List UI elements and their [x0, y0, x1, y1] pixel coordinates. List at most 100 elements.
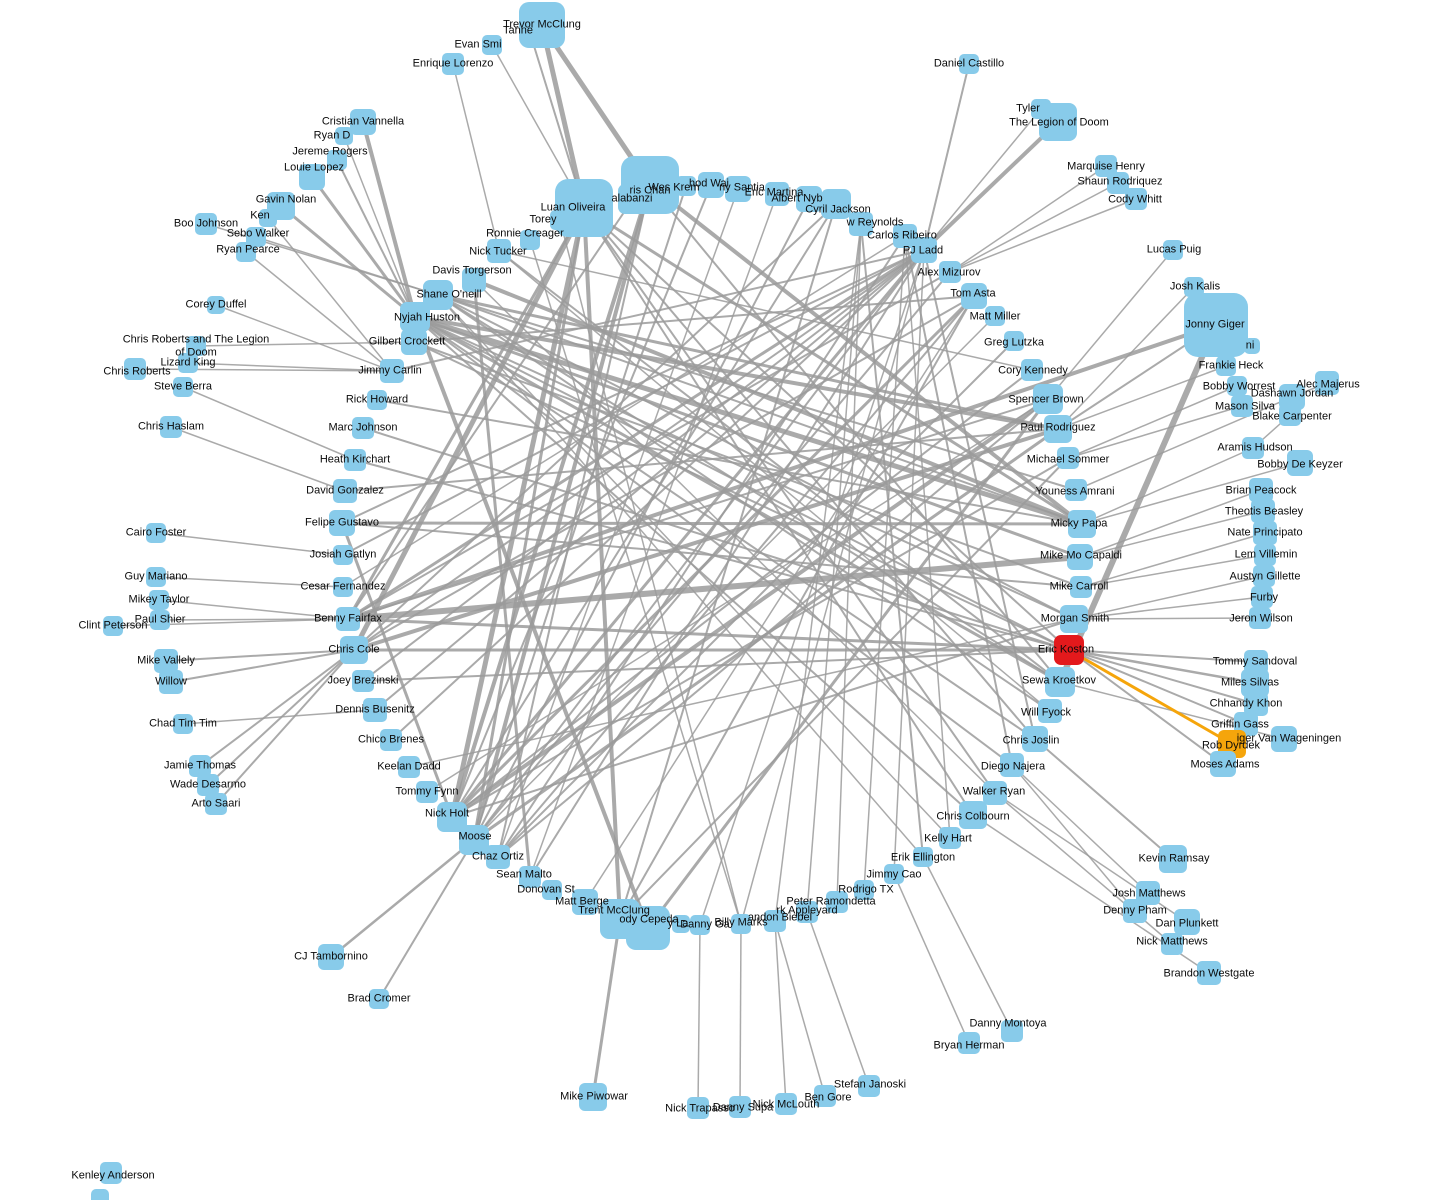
graph-node-alabanzi[interactable]	[618, 184, 648, 214]
graph-node-nick-tucker[interactable]	[487, 239, 511, 263]
graph-node-brad-cromer[interactable]	[369, 989, 389, 1009]
graph-node-arto-saari[interactable]	[205, 793, 227, 815]
graph-node-jimmy-carlin[interactable]	[380, 359, 404, 383]
graph-node-marquise-henry[interactable]	[1095, 155, 1117, 177]
graph-node-shaun-rodriquez[interactable]	[1107, 172, 1129, 194]
graph-node-frankie-heck[interactable]	[1216, 356, 1236, 376]
graph-node-danny-montoya[interactable]	[1001, 1020, 1023, 1042]
graph-node-mike-carroll[interactable]	[1070, 576, 1092, 598]
graph-node-lem-villemin[interactable]	[1254, 544, 1276, 566]
graph-node-rk-appleyard[interactable]	[796, 901, 818, 923]
graph-node-cory-kennedy[interactable]	[1021, 359, 1043, 381]
graph-node-cj-tambornino[interactable]	[318, 944, 344, 970]
graph-node-the-legion-of-doom[interactable]	[1039, 103, 1077, 141]
graph-node-nick-matthews[interactable]	[1161, 933, 1183, 955]
graph-node-benny-fairfax[interactable]	[336, 607, 360, 631]
graph-node-guy-mariano[interactable]	[146, 567, 166, 587]
graph-node-node[interactable]	[91, 1189, 109, 1200]
graph-node-carlos-ribeiro[interactable]	[893, 224, 917, 248]
graph-node-y-la[interactable]	[672, 915, 690, 933]
graph-node-chris-haslam[interactable]	[160, 416, 182, 438]
graph-node-bryan-herman[interactable]	[958, 1032, 980, 1054]
graph-node-heath-kirchart[interactable]	[344, 449, 366, 471]
graph-node-matt-miller[interactable]	[985, 306, 1005, 326]
graph-node-josh-kalis[interactable]	[1184, 277, 1204, 297]
graph-node-w-reynolds[interactable]	[849, 212, 873, 236]
graph-node-nate-principato[interactable]	[1253, 521, 1277, 545]
graph-node-ody-cepeda[interactable]	[626, 906, 670, 950]
graph-node-peter-ramondetta[interactable]	[826, 891, 848, 913]
graph-node-eric-koston[interactable]	[1054, 635, 1084, 665]
graph-node-boo-johnson[interactable]	[195, 213, 217, 235]
graph-node-nyjah-huston[interactable]	[400, 302, 430, 332]
graph-node-youness-amrani[interactable]	[1065, 479, 1087, 501]
graph-node-iger-van-wageningen[interactable]	[1271, 726, 1297, 752]
graph-node-aramis-hudson[interactable]	[1242, 437, 1264, 459]
graph-node-evan-smi[interactable]	[482, 35, 502, 55]
graph-node-david-gonzalez[interactable]	[333, 479, 357, 503]
graph-node-moose[interactable]	[459, 825, 489, 855]
graph-node-felipe-gustavo[interactable]	[329, 510, 355, 536]
graph-node-clint-peterson[interactable]	[103, 616, 123, 636]
graph-node-lizard-king[interactable]	[178, 353, 198, 373]
graph-node-theotis-beasley[interactable]	[1251, 499, 1275, 523]
graph-node-alex-mizurov[interactable]	[939, 261, 961, 283]
graph-node-walker-ryan[interactable]	[983, 781, 1007, 805]
graph-node-jeron-wilson[interactable]	[1249, 607, 1271, 629]
graph-node-paul-shier[interactable]	[150, 610, 170, 630]
graph-node-torey[interactable]	[550, 210, 570, 230]
graph-node-austyn-gillette[interactable]	[1253, 565, 1275, 587]
graph-node-chris-colbourn[interactable]	[959, 801, 987, 829]
graph-node-alec-majerus[interactable]	[1315, 371, 1339, 395]
graph-node-ryan-d[interactable]	[335, 127, 353, 145]
graph-node-louie-lopez[interactable]	[299, 164, 325, 190]
graph-node-ken[interactable]	[259, 209, 277, 227]
graph-node-hod-wai[interactable]	[698, 172, 724, 198]
graph-node-danny-ga[interactable]	[690, 915, 710, 935]
graph-node-moses-adams[interactable]	[1210, 751, 1236, 777]
graph-node-bobby-de-keyzer[interactable]	[1287, 450, 1313, 476]
graph-node-chico-brenes[interactable]	[380, 729, 402, 751]
graph-node-dan-plunkett[interactable]	[1174, 909, 1200, 935]
graph-node-dennis-busenitz[interactable]	[363, 698, 387, 722]
graph-node-stefan-janoski[interactable]	[858, 1075, 880, 1097]
graph-node-micky-papa[interactable]	[1068, 510, 1096, 538]
graph-node-brian-peacock[interactable]	[1249, 478, 1273, 502]
graph-node-gilbert-crockett[interactable]	[401, 329, 427, 355]
graph-node-tanne[interactable]	[520, 23, 540, 43]
graph-node-kevin-ramsay[interactable]	[1159, 845, 1187, 873]
graph-node-sewa-kroetkov[interactable]	[1045, 667, 1075, 697]
graph-node-corey-duffel[interactable]	[207, 296, 225, 314]
graph-node-furby[interactable]	[1251, 586, 1273, 608]
graph-node-steve-berra[interactable]	[173, 377, 193, 397]
graph-node-cody-whitt[interactable]	[1125, 188, 1147, 210]
graph-node-donovan-st[interactable]	[542, 880, 562, 900]
graph-node-cyril-jackson[interactable]	[821, 189, 851, 219]
graph-node-ny-santia[interactable]	[725, 176, 751, 202]
graph-node-bobby-worrest[interactable]	[1227, 376, 1247, 396]
graph-node-danny-supa[interactable]	[729, 1096, 751, 1118]
graph-node-cristian-vannella[interactable]	[350, 109, 376, 135]
graph-node-chad-tim-tim[interactable]	[173, 714, 193, 734]
graph-node-rick-howard[interactable]	[367, 390, 387, 410]
graph-node-lucas-puig[interactable]	[1163, 240, 1183, 260]
graph-node-diego-najera[interactable]	[1000, 753, 1024, 777]
graph-node-mike-vallely[interactable]	[154, 649, 178, 673]
graph-node-spencer-brown[interactable]	[1033, 384, 1063, 414]
graph-node-jimmy-cao[interactable]	[884, 864, 904, 884]
graph-node-daniel-castillo[interactable]	[959, 54, 979, 74]
graph-node-keelan-dadd[interactable]	[398, 756, 420, 778]
graph-node-greg-lutzka[interactable]	[1004, 331, 1024, 351]
graph-node-nick-mclouth[interactable]	[775, 1093, 797, 1115]
graph-node-chris-cole[interactable]	[340, 636, 368, 664]
graph-node-josiah-gatlyn[interactable]	[333, 545, 353, 565]
graph-node-mikey-taylor[interactable]	[149, 590, 169, 610]
graph-node-jonny-giger[interactable]	[1184, 293, 1248, 357]
graph-node-denny-pham[interactable]	[1123, 899, 1147, 923]
graph-node-mike-piwowar[interactable]	[579, 1083, 607, 1111]
graph-node-ryan-pearce[interactable]	[236, 242, 256, 262]
graph-node-cairo-foster[interactable]	[146, 523, 166, 543]
graph-node-kelly-hart[interactable]	[939, 827, 961, 849]
graph-node-jamie-thomas[interactable]	[189, 755, 211, 777]
